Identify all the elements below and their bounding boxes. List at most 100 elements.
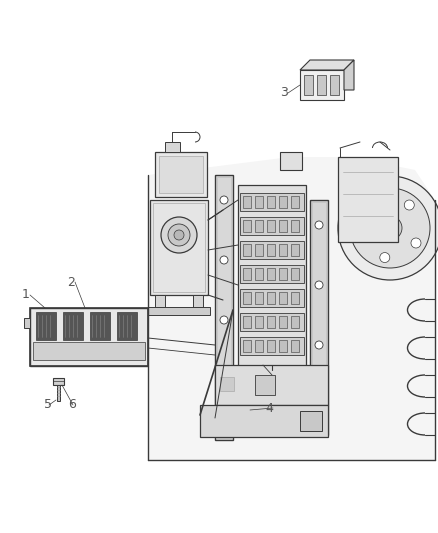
Bar (150, 200, 208, 295)
Bar (36, 312, 56, 340)
Bar (220, 377, 234, 391)
Bar (215, 175, 233, 440)
Bar (255, 316, 263, 328)
Bar (255, 196, 263, 208)
Circle shape (338, 176, 438, 280)
Circle shape (315, 221, 323, 229)
Bar (312, 202, 326, 433)
Bar (255, 375, 275, 395)
Bar (279, 316, 287, 328)
Bar (240, 265, 304, 283)
Bar (240, 241, 304, 259)
Circle shape (161, 217, 197, 253)
Circle shape (350, 188, 430, 268)
Text: 2: 2 (67, 276, 75, 288)
Circle shape (356, 228, 365, 238)
Bar (240, 217, 304, 235)
Bar (243, 244, 251, 256)
Bar (300, 70, 344, 100)
Bar (90, 312, 110, 340)
Bar (255, 292, 263, 304)
Bar (155, 295, 165, 307)
Bar (243, 220, 251, 232)
Bar (57, 385, 60, 401)
Bar (30, 308, 148, 366)
Bar (300, 411, 322, 431)
Circle shape (380, 253, 390, 263)
Bar (304, 75, 313, 95)
Bar (193, 295, 203, 307)
Bar (291, 292, 299, 304)
Bar (148, 307, 210, 315)
Bar (267, 292, 275, 304)
Bar (267, 340, 275, 352)
Bar (291, 316, 299, 328)
Bar (338, 157, 398, 242)
Bar (217, 177, 231, 438)
Circle shape (378, 216, 402, 240)
Circle shape (315, 391, 323, 399)
Text: 6: 6 (68, 399, 76, 411)
Circle shape (220, 376, 228, 384)
Text: 1: 1 (22, 288, 30, 302)
Text: 3: 3 (280, 86, 288, 100)
Bar (243, 316, 251, 328)
Circle shape (220, 196, 228, 204)
Bar (255, 268, 263, 280)
Polygon shape (148, 157, 435, 460)
Bar (291, 196, 299, 208)
Bar (255, 244, 263, 256)
Circle shape (315, 341, 323, 349)
Circle shape (411, 238, 421, 248)
Circle shape (174, 230, 184, 240)
Bar (117, 312, 137, 340)
Bar (153, 203, 205, 292)
Bar (317, 75, 326, 95)
Bar (53, 378, 64, 385)
Bar (279, 340, 287, 352)
Bar (291, 268, 299, 280)
Bar (279, 196, 287, 208)
Bar (243, 196, 251, 208)
Bar (240, 289, 304, 307)
Bar (267, 220, 275, 232)
Bar (30, 308, 148, 366)
Bar (279, 244, 287, 256)
Circle shape (404, 200, 414, 210)
Bar (240, 313, 304, 331)
Bar (240, 193, 304, 211)
Bar (279, 292, 287, 304)
Bar (291, 220, 299, 232)
Polygon shape (300, 60, 354, 70)
Bar (200, 405, 328, 437)
Bar (255, 220, 263, 232)
Bar (267, 316, 275, 328)
Bar (238, 185, 306, 370)
Bar (243, 340, 251, 352)
Bar (267, 196, 275, 208)
Bar (279, 268, 287, 280)
Circle shape (370, 197, 380, 207)
Bar (155, 152, 207, 197)
Text: 5: 5 (44, 399, 52, 411)
Bar (255, 340, 263, 352)
Bar (291, 340, 299, 352)
Bar (310, 200, 328, 435)
Bar (33, 342, 145, 360)
Bar (330, 75, 339, 95)
Bar (267, 268, 275, 280)
Bar (165, 142, 180, 152)
Bar (280, 152, 302, 170)
Bar (159, 156, 203, 193)
Bar (243, 292, 251, 304)
Bar (148, 318, 154, 328)
Bar (243, 268, 251, 280)
Bar (215, 365, 328, 405)
Circle shape (220, 316, 228, 324)
Polygon shape (344, 60, 354, 90)
Bar (267, 244, 275, 256)
Bar (63, 312, 83, 340)
Circle shape (315, 281, 323, 289)
Circle shape (168, 224, 190, 246)
Bar (279, 220, 287, 232)
